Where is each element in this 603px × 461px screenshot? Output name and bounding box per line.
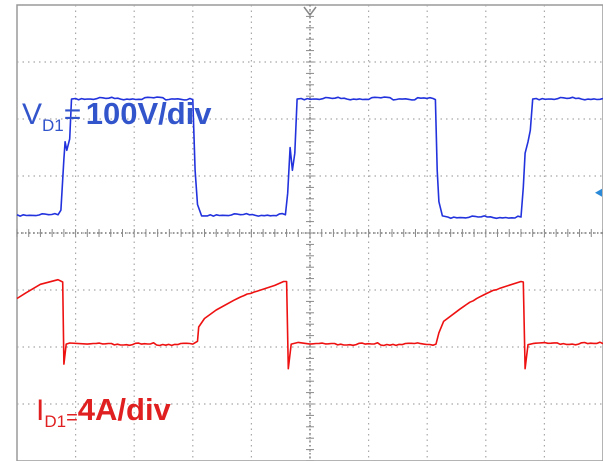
voltage-scale: 100V/div — [85, 96, 212, 131]
channel-level-marker-icon — [595, 188, 602, 197]
voltage-symbol: V — [22, 98, 43, 131]
current-scale: 4A/div — [77, 392, 171, 427]
trigger-position-icon — [303, 6, 317, 17]
voltage-channel-label: VD1= 100V/div — [22, 96, 212, 135]
markers — [303, 6, 602, 197]
current-subscript: D1 — [44, 412, 67, 431]
current-trace — [16, 278, 603, 370]
grid — [16, 4, 603, 461]
current-symbol: I — [36, 394, 45, 427]
voltage-subscript: D1 — [42, 116, 64, 135]
traces — [16, 96, 603, 370]
voltage-equals: = — [63, 98, 82, 131]
current-equals: = — [66, 407, 78, 429]
current-channel-label: ID1=4A/div — [36, 392, 171, 431]
voltage-trace — [16, 96, 603, 220]
